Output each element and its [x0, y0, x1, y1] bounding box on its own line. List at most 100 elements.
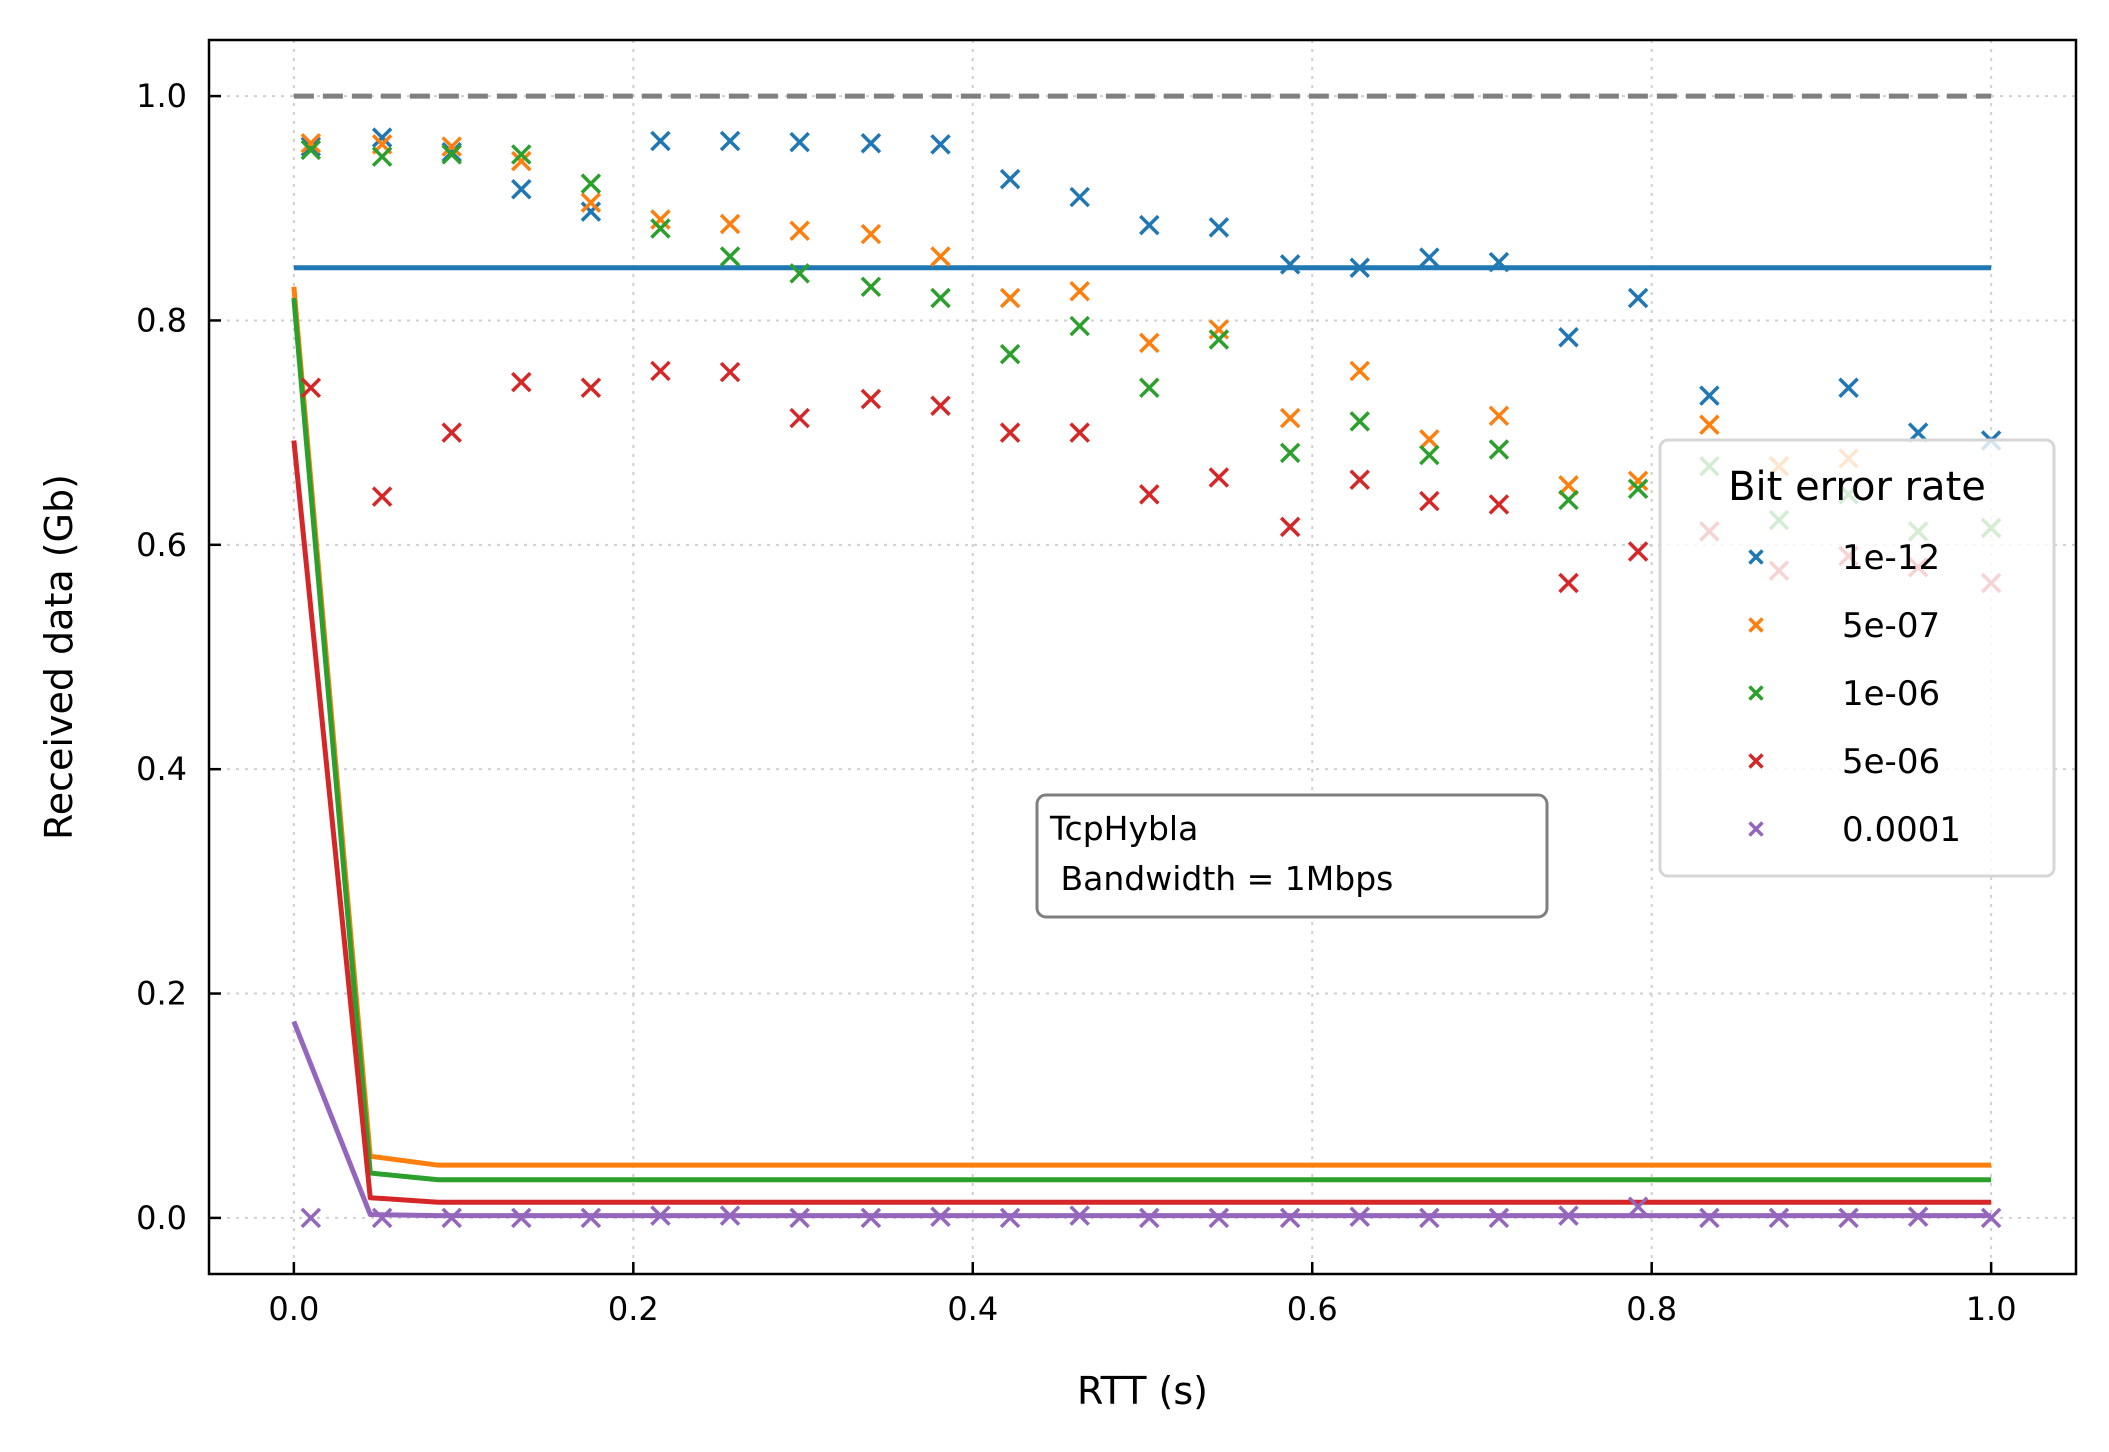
y-tick-label: 0.8 [136, 301, 187, 339]
data-point-0.0001 [1069, 1205, 1090, 1226]
data-point-0.0001 [1558, 1205, 1579, 1226]
data-point-5e-07 [999, 287, 1021, 309]
x-tick-label: 0.2 [608, 1290, 659, 1328]
data-point-0.0001 [789, 1207, 810, 1229]
data-point-1e-06 [1488, 439, 1510, 460]
data-point-5e-07 [789, 220, 810, 241]
data-point-1e-12 [1349, 257, 1370, 278]
x-axis-ticks: 0.0 0.2 0.4 0.6 0.8 1.0 [268, 1262, 2017, 1328]
data-point-1e-12 [650, 130, 671, 152]
data-point-1e-12 [930, 134, 951, 155]
data-point-1e-12 [789, 131, 810, 153]
legend-marker-0.0001 [1748, 821, 1764, 837]
data-point-5e-07 [511, 150, 532, 172]
y-axis-label: Received data (Gb) [37, 474, 81, 840]
data-point-1e-06 [650, 218, 671, 239]
series-line-0.0001 [291, 1020, 1992, 1219]
data-point-0.0001 [1139, 1207, 1160, 1229]
legend-marker-1e-06 [1748, 685, 1764, 701]
data-point-1e-12 [1208, 217, 1230, 238]
data-point-5e-06 [1558, 572, 1579, 594]
x-axis-label: RTT (s) [1077, 1369, 1208, 1413]
y-tick-label: 0.0 [136, 1199, 187, 1237]
data-point-5e-07 [1488, 405, 1510, 427]
data-point-0.0001 [719, 1205, 741, 1226]
y-tick-label: 0.2 [136, 975, 187, 1013]
data-point-0.0001 [860, 1207, 882, 1229]
legend-label-0.0001: 0.0001 [1842, 810, 1961, 850]
data-point-1e-06 [580, 173, 602, 194]
data-point-5e-07 [1419, 429, 1440, 450]
data-point-0.0001 [1838, 1207, 1859, 1229]
data-point-5e-07 [1558, 475, 1579, 496]
data-point-1e-06 [1139, 377, 1160, 399]
data-point-1e-06 [300, 139, 322, 161]
data-point-0.0001 [1419, 1207, 1440, 1229]
data-point-0.0001 [1768, 1207, 1790, 1229]
data-point-5e-06 [441, 422, 462, 443]
legend-title: Bit error rate [1728, 464, 1986, 510]
data-point-5e-06 [719, 361, 741, 383]
data-point-5e-06 [1349, 469, 1370, 490]
x-tick-label: 0.8 [1626, 1290, 1677, 1328]
data-point-0.0001 [1488, 1207, 1510, 1229]
data-point-0.0001 [511, 1207, 532, 1229]
annotation-box: TcpHybla Bandwidth = 1Mbps [1035, 793, 1549, 919]
y-tick-label: 0.4 [136, 750, 187, 788]
legend-marker-1e-12 [1748, 549, 1764, 565]
data-point-0.0001 [999, 1207, 1021, 1229]
data-point-5e-06 [860, 388, 882, 410]
data-point-5e-07 [580, 192, 602, 213]
legend: Bit error rate 1e-12 5e-07 1e-06 5e-06 0.000… [1658, 438, 2056, 878]
data-point-1e-06 [441, 144, 462, 165]
data-point-5e-06 [1279, 516, 1301, 538]
legend-label-1e-12: 1e-12 [1842, 538, 1940, 578]
data-point-5e-07 [1699, 414, 1720, 436]
data-point-5e-06 [1139, 484, 1160, 505]
data-point-0.0001 [930, 1206, 951, 1228]
data-point-0.0001 [1349, 1206, 1370, 1228]
data-point-0.0001 [441, 1207, 462, 1229]
data-point-1e-12 [1069, 186, 1090, 208]
data-point-0.0001 [1980, 1207, 2002, 1229]
data-point-5e-06 [930, 395, 951, 416]
data-point-5e-07 [300, 132, 322, 154]
data-point-0.0001 [580, 1207, 602, 1229]
data-point-5e-06 [1069, 422, 1090, 443]
data-point-1e-06 [1419, 444, 1440, 466]
data-point-1e-06 [511, 144, 532, 165]
data-point-1e-12 [860, 132, 882, 154]
plot-frame [207, 38, 2078, 1276]
data-point-1e-12 [300, 136, 322, 157]
data-point-5e-06 [1488, 494, 1510, 515]
data-point-1e-06 [999, 343, 1021, 365]
data-point-5e-06 [580, 377, 602, 399]
data-point-5e-06 [300, 377, 322, 399]
data-point-0.0001 [300, 1207, 322, 1229]
series-line-1e-06 [291, 297, 1992, 1183]
data-point-1e-12 [1838, 377, 1859, 399]
data-point-1e-06 [1558, 489, 1579, 511]
data-point-5e-07 [930, 246, 951, 267]
data-point-5e-06 [371, 486, 393, 507]
grid [209, 40, 2076, 1274]
legend-label-1e-06: 1e-06 [1842, 674, 1940, 714]
annotation-line-1: TcpHybla [1049, 809, 1198, 848]
legend-marker-5e-07 [1748, 617, 1764, 633]
series-lines [291, 265, 1992, 1219]
data-point-1e-06 [1069, 315, 1090, 337]
x-tick-label: 0.6 [1287, 1290, 1338, 1328]
data-point-5e-07 [1349, 360, 1370, 382]
legend-label-5e-06: 5e-06 [1842, 742, 1940, 782]
y-axis-ticks: 0.0 0.2 0.4 0.6 0.8 1.0 [136, 77, 221, 1237]
data-point-1e-12 [371, 127, 393, 148]
data-point-0.0001 [650, 1205, 671, 1226]
data-point-5e-07 [860, 223, 882, 245]
data-point-1e-12 [1627, 287, 1649, 309]
data-point-1e-12 [1488, 251, 1510, 273]
legend-label-5e-07: 5e-07 [1842, 606, 1940, 646]
data-point-5e-07 [1208, 319, 1230, 340]
legend-marker-5e-06 [1748, 753, 1764, 769]
data-point-1e-06 [1208, 329, 1230, 350]
